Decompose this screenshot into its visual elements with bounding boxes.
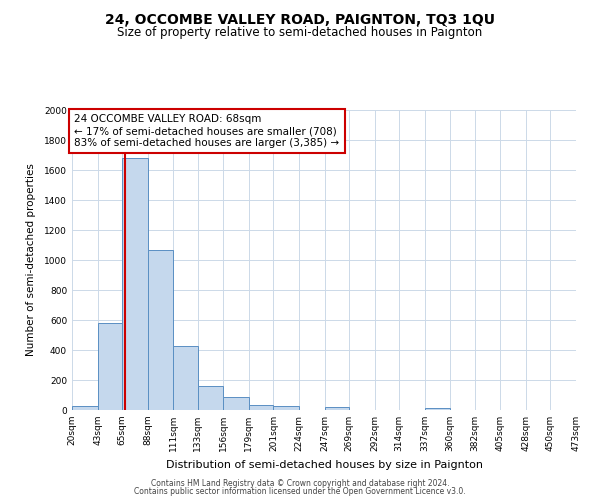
Bar: [148, 250, 173, 410]
Bar: [425, 408, 450, 410]
Bar: [325, 407, 349, 410]
Text: 24, OCCOMBE VALLEY ROAD, PAIGNTON, TQ3 1QU: 24, OCCOMBE VALLEY ROAD, PAIGNTON, TQ3 1…: [105, 12, 495, 26]
Bar: [223, 396, 249, 410]
Y-axis label: Number of semi-detached properties: Number of semi-detached properties: [26, 164, 36, 356]
Bar: [274, 406, 299, 410]
Bar: [249, 405, 274, 410]
Text: 24 OCCOMBE VALLEY ROAD: 68sqm
← 17% of semi-detached houses are smaller (708)
83: 24 OCCOMBE VALLEY ROAD: 68sqm ← 17% of s…: [74, 114, 340, 148]
Text: Size of property relative to semi-detached houses in Paignton: Size of property relative to semi-detach…: [118, 26, 482, 39]
X-axis label: Distribution of semi-detached houses by size in Paignton: Distribution of semi-detached houses by …: [166, 460, 482, 469]
Text: Contains public sector information licensed under the Open Government Licence v3: Contains public sector information licen…: [134, 487, 466, 496]
Bar: [198, 386, 223, 410]
Bar: [98, 323, 122, 410]
Bar: [122, 158, 148, 410]
Bar: [72, 406, 98, 410]
Text: Contains HM Land Registry data © Crown copyright and database right 2024.: Contains HM Land Registry data © Crown c…: [151, 478, 449, 488]
Bar: [173, 346, 198, 410]
